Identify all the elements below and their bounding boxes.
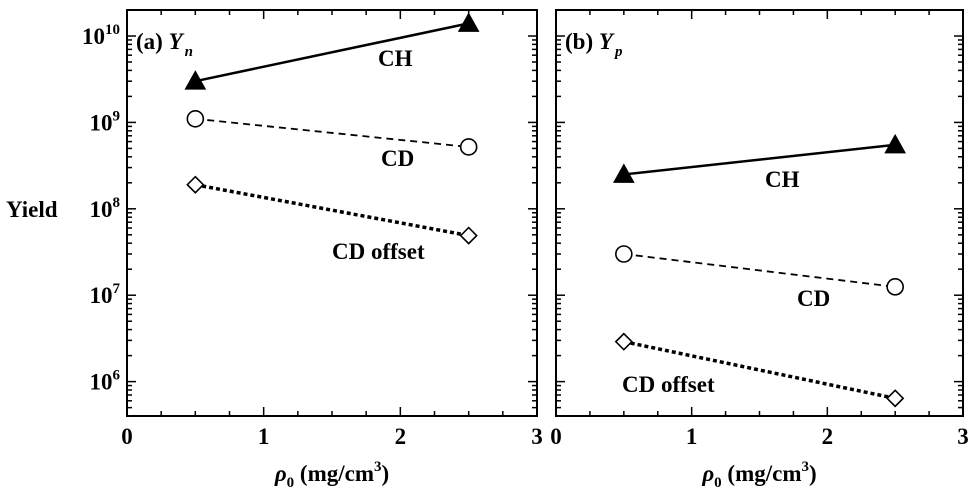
series-label: CD offset <box>622 372 715 397</box>
series-line-ch <box>195 22 469 83</box>
y-tick-label: 108 <box>90 195 121 222</box>
x-tick-label: 3 <box>531 424 543 449</box>
y-tick-label: 106 <box>90 368 121 395</box>
data-point-triangle <box>457 12 480 32</box>
x-tick-label: 0 <box>121 424 133 449</box>
series-label: CD <box>381 146 414 171</box>
data-point-diamond <box>886 389 905 408</box>
x-tick-label: 1 <box>686 424 698 449</box>
data-point-circle <box>886 278 904 296</box>
x-tick-label: 0 <box>550 424 562 449</box>
data-point-diamond <box>459 226 478 245</box>
series-label: CH <box>765 167 800 192</box>
data-point-circle <box>615 245 633 263</box>
x-tick-label: 2 <box>395 424 407 449</box>
data-point-triangle <box>184 70 207 90</box>
data-point-circle <box>459 138 478 156</box>
x-tick-label: 2 <box>822 424 834 449</box>
series-line-cd-offset <box>195 183 469 238</box>
series-label: CD offset <box>332 239 425 264</box>
series-line-cd <box>623 253 896 288</box>
series-line-ch <box>623 143 896 176</box>
x-tick-label: 1 <box>258 424 270 449</box>
data-point-diamond <box>614 332 633 351</box>
y-axis-label: Yield <box>6 197 58 222</box>
series-label: CH <box>378 46 413 71</box>
x-tick-label: 3 <box>957 424 968 449</box>
data-point-triangle <box>884 133 907 154</box>
y-tick-label: 107 <box>90 281 121 308</box>
plot-frame <box>126 9 538 417</box>
series-line-cd <box>195 117 469 148</box>
y-tick-label: 109 <box>90 108 121 135</box>
series-label: CD <box>797 286 830 311</box>
data-point-diamond <box>186 175 205 194</box>
y-tick-label: 1010 <box>82 22 120 49</box>
data-point-triangle <box>612 163 635 183</box>
plot-frame <box>555 9 964 417</box>
x-axis-label: ρ0 (mg/cm3) <box>274 459 389 489</box>
x-axis-label: ρ0 (mg/cm3) <box>701 459 816 489</box>
data-point-circle <box>186 110 205 128</box>
